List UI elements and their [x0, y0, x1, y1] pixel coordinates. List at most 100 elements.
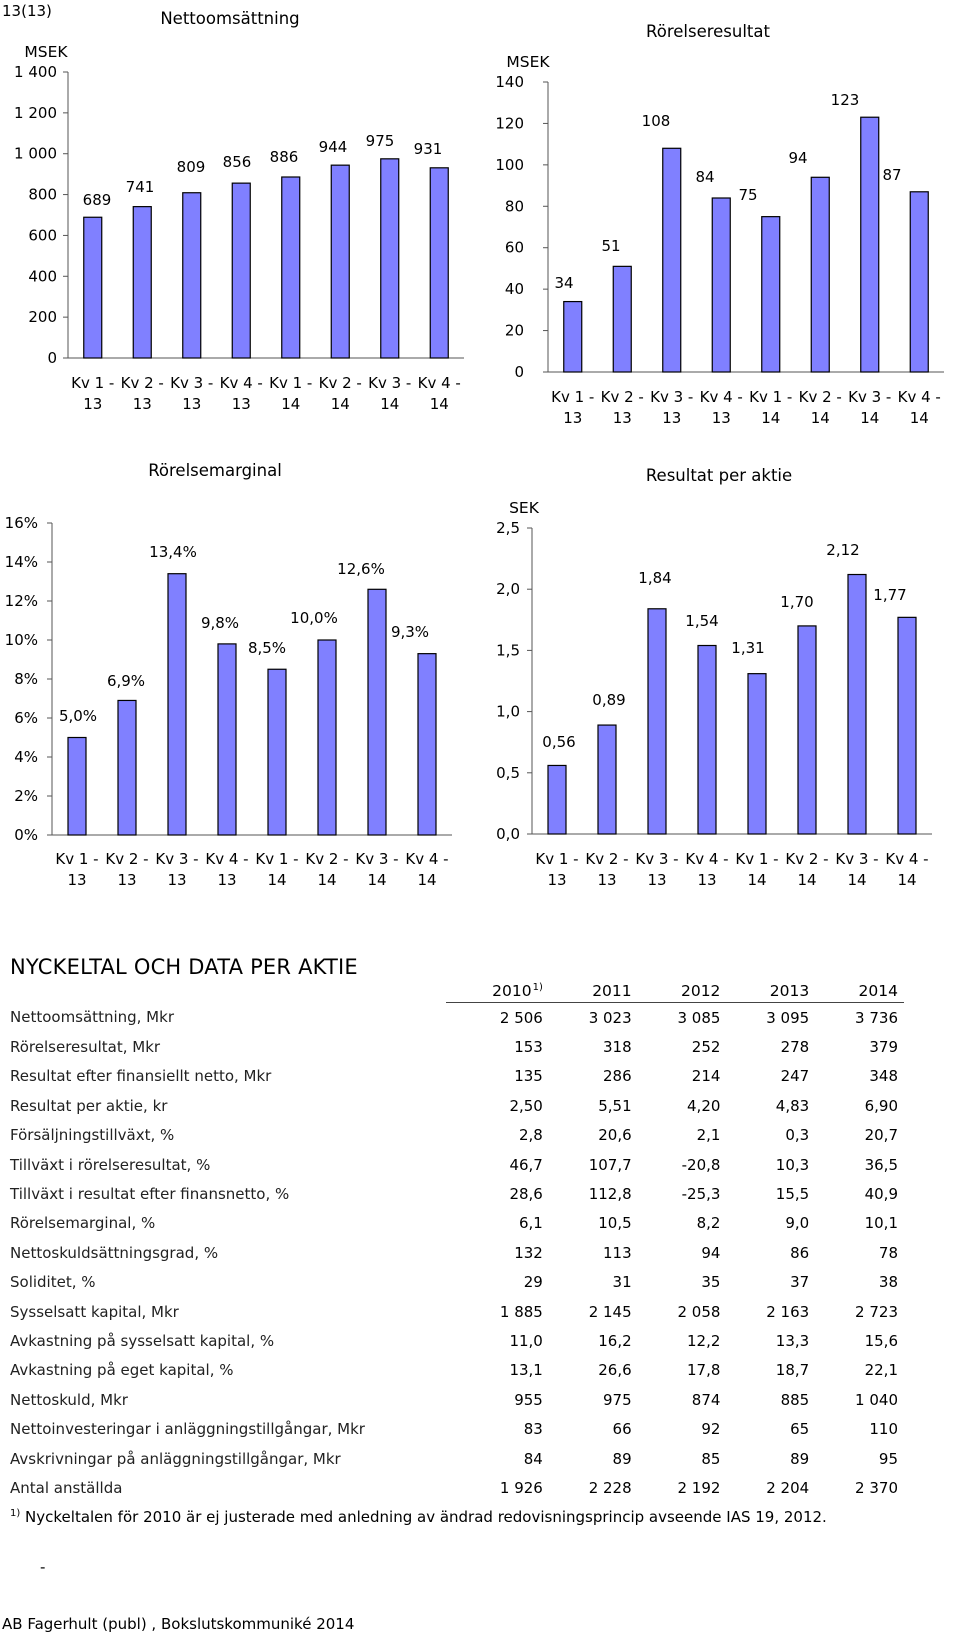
bar	[132, 206, 152, 359]
x-tick-label: Kv 2 -	[305, 850, 348, 868]
x-tick-label: Kv 1 -	[535, 850, 578, 868]
table-cell: 379	[869, 1038, 898, 1057]
bar	[860, 116, 880, 373]
bar	[597, 724, 617, 835]
table-cell: 10,1	[864, 1214, 898, 1233]
page-number: 13(13)	[2, 2, 52, 20]
table-cell: 15,6	[864, 1331, 898, 1350]
table-row: Resultat efter finansiellt netto, Mkr 135…	[10, 1062, 904, 1091]
x-tick-label: Kv 3 -	[170, 374, 213, 392]
x-tick-label: 13	[563, 409, 582, 427]
table-cell: 112,8	[588, 1185, 632, 1204]
data-label: 13,4%	[149, 543, 197, 561]
y-tick-label: 1,5	[496, 641, 520, 659]
x-tick-label: Kv 3 -	[835, 850, 878, 868]
x-tick-label: 13	[647, 871, 666, 889]
x-tick-label: 14	[811, 409, 830, 427]
table-row: Försäljningstillväxt, % 2,8 20,6 2,1 0,3 20,7	[10, 1121, 904, 1150]
table-cell: 10,3	[775, 1155, 810, 1174]
x-tick-label: 14	[430, 395, 449, 413]
table-cell: 2 163	[766, 1302, 810, 1321]
row-label: Antal anställda	[10, 1478, 123, 1497]
y-axis-label: SEK	[509, 499, 540, 517]
data-label: 2,12	[826, 541, 859, 559]
table-cell: 286	[603, 1067, 632, 1086]
dash-mark: -	[40, 1558, 46, 1576]
table-cell: 135	[514, 1067, 543, 1086]
table-cell: 153	[514, 1038, 543, 1057]
x-tick-label: 13	[697, 871, 716, 889]
y-tick-label: 10%	[5, 631, 38, 649]
chart-title: Rörelseresultat	[646, 22, 771, 41]
bar	[847, 573, 867, 835]
table-cell: 89	[612, 1449, 632, 1468]
x-tick-label: 14	[860, 409, 879, 427]
row-label: Tillväxt i rörelseresultat, %	[10, 1155, 211, 1174]
table-row: Nettoskuld, Mkr 955 975 874 885 1 040	[10, 1385, 904, 1414]
x-tick-label: 13	[133, 395, 152, 413]
table-cell: 35	[701, 1273, 721, 1292]
table-cell: 8,2	[696, 1214, 721, 1233]
table-cell: 2,8	[519, 1126, 543, 1145]
bar	[909, 191, 929, 373]
x-tick-label: 14	[331, 395, 350, 413]
data-label: 123	[831, 91, 860, 109]
table-cell: 16,2	[598, 1331, 632, 1350]
table-cell: 18,7	[775, 1361, 810, 1380]
x-tick-label: 14	[797, 871, 816, 889]
row-label: Resultat per aktie, kr	[10, 1096, 168, 1115]
x-tick-label: Kv 2 -	[785, 850, 828, 868]
table-cell: 20,6	[598, 1126, 632, 1145]
bar	[897, 616, 917, 835]
row-label: Rörelsemarginal, %	[10, 1214, 156, 1233]
x-tick-label: Kv 2 -	[799, 388, 842, 406]
x-tick-label: Kv 3 -	[155, 850, 198, 868]
data-label: 9,8%	[201, 614, 239, 632]
y-tick-label: 16%	[5, 514, 38, 532]
x-tick-label: 14	[847, 871, 866, 889]
x-tick-label: Kv 2 -	[121, 374, 164, 392]
table-cell: -20,8	[681, 1155, 721, 1174]
table-cell: 10,5	[598, 1214, 632, 1233]
chart-netsales: Nettoomsättning MSEK 0 200 400 600 800 1 000 1 2…	[14, 9, 464, 413]
table-cell: 2,50	[509, 1096, 543, 1115]
row-label: Tillväxt i resultat efter finansnetto, %	[10, 1185, 290, 1204]
data-label: 1,31	[731, 639, 764, 657]
data-label: 1,70	[780, 593, 813, 611]
data-label: 9,3%	[391, 623, 429, 641]
data-label: 84	[695, 168, 714, 186]
table-cell: 89	[790, 1449, 810, 1468]
table-cell: 348	[869, 1067, 898, 1086]
x-tick-label: 14	[910, 409, 929, 427]
table-cell: 13,1	[509, 1361, 543, 1380]
table-cell: 252	[691, 1038, 721, 1057]
table-cell: 66	[612, 1420, 632, 1439]
bar	[67, 736, 87, 836]
data-label: 5,0%	[59, 707, 97, 725]
bar	[761, 216, 781, 373]
table-cell: 29	[523, 1273, 543, 1292]
x-tick-label: Kv 4 -	[220, 374, 263, 392]
y-tick-label: 6%	[14, 709, 38, 727]
x-tick-label: Kv 4 -	[205, 850, 248, 868]
table-cell: 28,6	[509, 1185, 543, 1204]
bar	[547, 764, 567, 835]
x-tick-label: 13	[613, 409, 632, 427]
x-tick-label: 14	[380, 395, 399, 413]
table-row: Avskrivningar på anläggningstillgångar, …	[10, 1444, 904, 1473]
x-tick-label: 14	[747, 871, 766, 889]
table-cell: 0,3	[785, 1126, 810, 1145]
table-cell: 78	[878, 1243, 898, 1262]
kpi-table: 20101) 2011 2012 2013 2014 Nettoomsättni…	[10, 970, 904, 1503]
table-cell: 2 506	[499, 1008, 543, 1027]
year-header: 2011	[548, 970, 638, 1003]
x-tick-label: Kv 1 -	[71, 374, 114, 392]
table-cell: 247	[780, 1067, 810, 1086]
bar	[231, 182, 251, 359]
table-cell: 3 736	[855, 1008, 898, 1027]
x-tick-label: Kv 1 -	[255, 850, 298, 868]
x-tick-label: Kv 4 -	[685, 850, 728, 868]
row-label: Försäljningstillväxt, %	[10, 1126, 175, 1145]
table-cell: 92	[701, 1420, 721, 1439]
table-cell: 40,9	[864, 1185, 898, 1204]
